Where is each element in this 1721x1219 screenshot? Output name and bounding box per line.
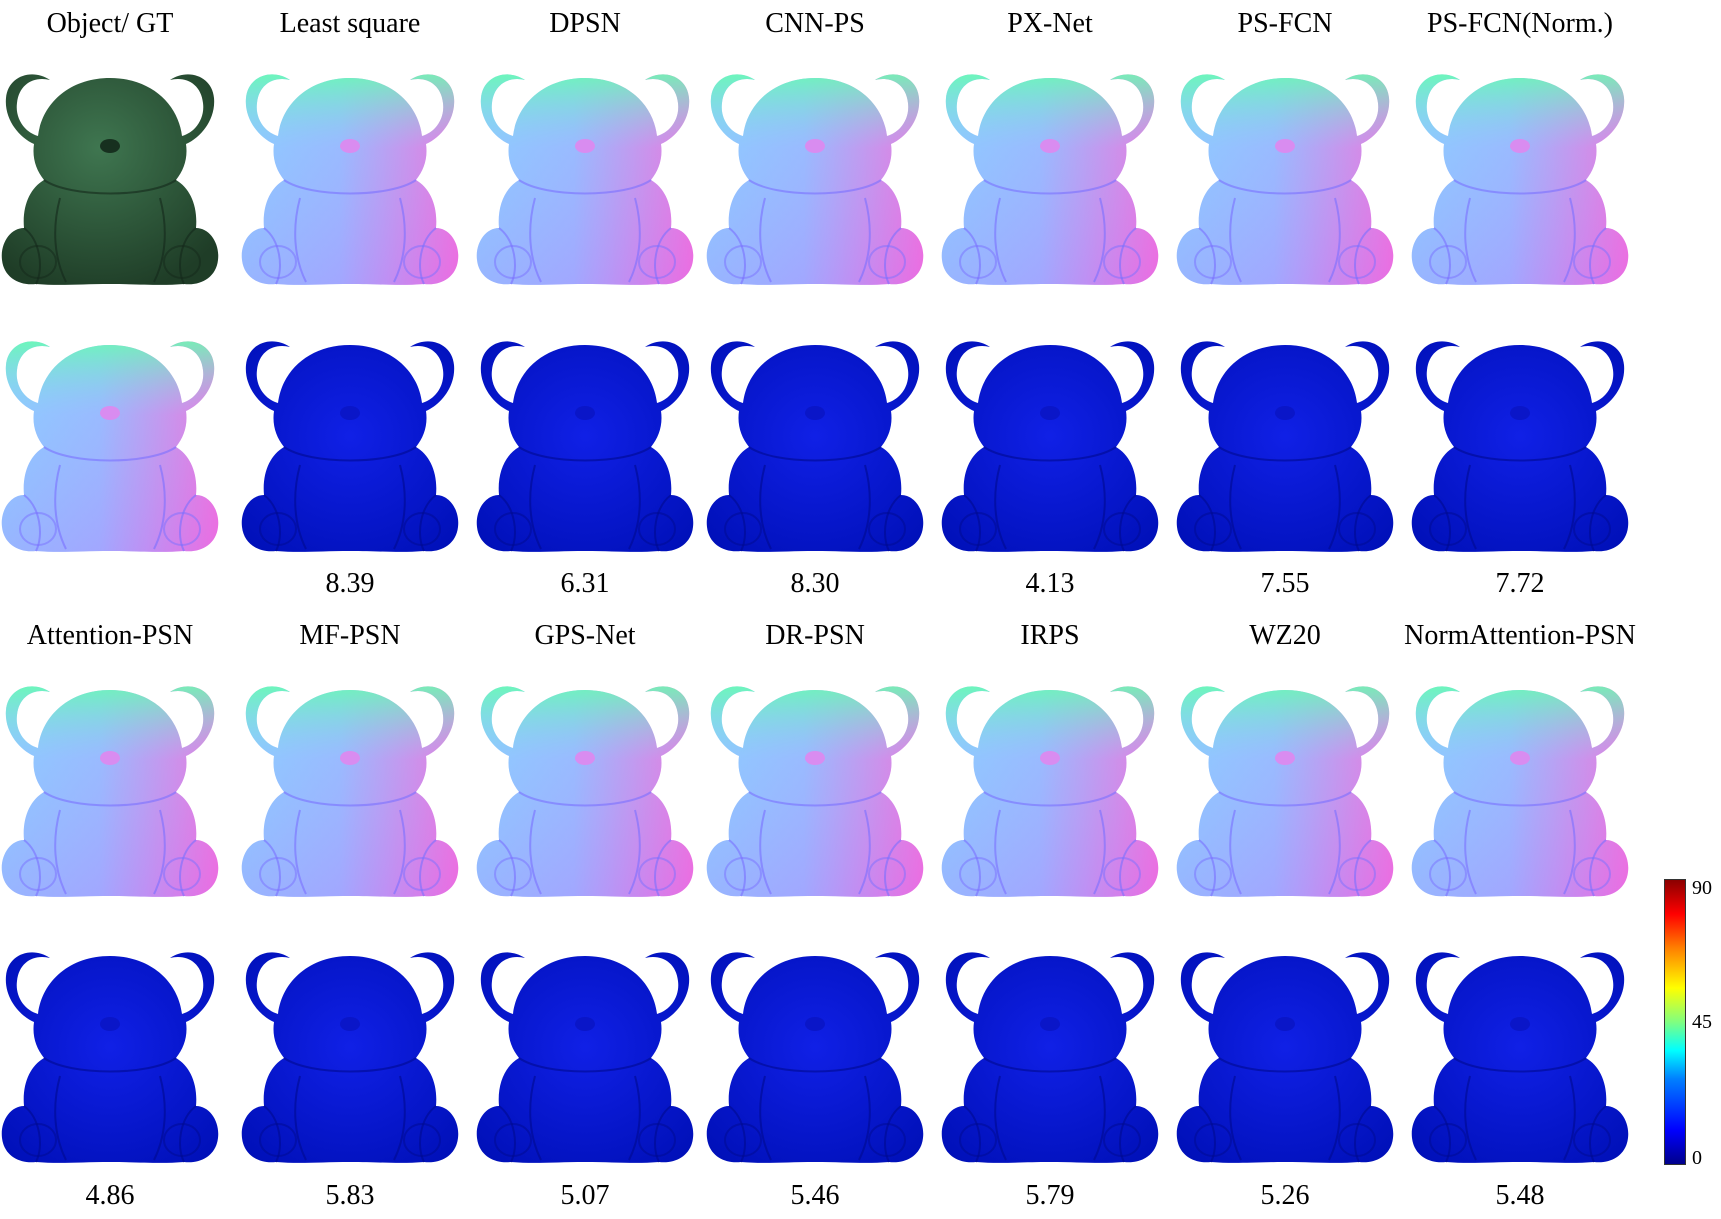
- error-map-image: [705, 926, 925, 1166]
- method-title: NormAttention-PSN: [1390, 620, 1650, 652]
- mean-angular-error: 7.72: [1460, 568, 1580, 600]
- mean-angular-error: 5.79: [990, 1180, 1110, 1212]
- error-colorbar: [1664, 879, 1686, 1165]
- method-title: DR-PSN: [685, 620, 945, 652]
- normal-map-image: [1410, 48, 1630, 288]
- error-map-image: [705, 315, 925, 555]
- normal-map-image: [475, 48, 695, 288]
- mean-angular-error: 4.86: [50, 1180, 170, 1212]
- mean-angular-error: 6.31: [525, 568, 645, 600]
- error-map-image: [1410, 315, 1630, 555]
- mean-angular-error: 5.07: [525, 1180, 645, 1212]
- method-title: GPS-Net: [455, 620, 715, 652]
- error-map-image: [475, 926, 695, 1166]
- method-title: PX-Net: [920, 8, 1180, 40]
- error-map-image: [1175, 315, 1395, 555]
- method-title: Object/ GT: [0, 8, 240, 40]
- mean-angular-error: 8.30: [755, 568, 875, 600]
- mean-angular-error: 7.55: [1225, 568, 1345, 600]
- colorbar-mid-label: 45: [1692, 1012, 1712, 1032]
- error-map-image: [240, 926, 460, 1166]
- mean-angular-error: 5.48: [1460, 1180, 1580, 1212]
- error-map-image: [475, 315, 695, 555]
- object-image: [0, 48, 220, 288]
- normal-map-image: [240, 660, 460, 900]
- normal-map-image: [1175, 660, 1395, 900]
- mean-angular-error: 5.26: [1225, 1180, 1345, 1212]
- error-map-image: [1410, 926, 1630, 1166]
- normal-map-image: [1410, 660, 1630, 900]
- mean-angular-error: 4.13: [990, 568, 1110, 600]
- normal-map-image: [475, 660, 695, 900]
- error-map-image: [940, 315, 1160, 555]
- normal-map-image: [940, 48, 1160, 288]
- normal-map-image: [240, 48, 460, 288]
- method-title: Least square: [220, 8, 480, 40]
- method-title: DPSN: [455, 8, 715, 40]
- normal-map-image: [0, 660, 220, 900]
- error-map-image: [1175, 926, 1395, 1166]
- normal-map-image: [705, 48, 925, 288]
- method-title: MF-PSN: [220, 620, 480, 652]
- colorbar-min-label: 0: [1692, 1148, 1702, 1168]
- normal-map-image: [940, 660, 1160, 900]
- normal-map-image: [1175, 48, 1395, 288]
- error-map-image: [240, 315, 460, 555]
- method-title: Attention-PSN: [0, 620, 240, 652]
- colorbar-max-label: 90: [1692, 878, 1712, 898]
- mean-angular-error: 5.83: [290, 1180, 410, 1212]
- error-map-image: [0, 926, 220, 1166]
- normal-map-image: [705, 660, 925, 900]
- mean-angular-error: 5.46: [755, 1180, 875, 1212]
- method-title: PS-FCN: [1155, 8, 1415, 40]
- method-title: WZ20: [1155, 620, 1415, 652]
- ground-truth-normal-image: [0, 315, 220, 555]
- error-map-image: [940, 926, 1160, 1166]
- method-title: CNN-PS: [685, 8, 945, 40]
- method-title: PS-FCN(Norm.): [1390, 8, 1650, 40]
- method-title: IRPS: [920, 620, 1180, 652]
- mean-angular-error: 8.39: [290, 568, 410, 600]
